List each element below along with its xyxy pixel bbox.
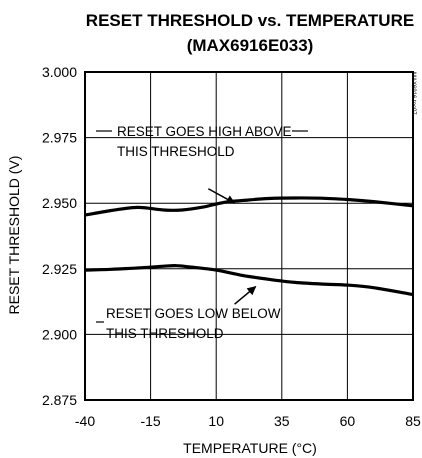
series-line-falling-threshold — [84, 264, 414, 297]
annotation-layer: RESET GOES HIGH ABOVE THIS THRESHOLD RESET… — [96, 124, 308, 341]
y-tick-label: 2.900 — [42, 326, 77, 342]
y-tick-label: 2.950 — [42, 195, 77, 211]
y-tick-label: 3.000 — [42, 64, 77, 80]
x-axis-label: TEMPERATURE (°C) — [183, 440, 317, 456]
annotation-arrow — [234, 286, 257, 305]
y-tick-label: 2.875 — [42, 392, 77, 408]
y-axis-label: RESET THRESHOLD (V) — [6, 156, 22, 315]
x-tick-label: 60 — [340, 413, 356, 429]
annotation-arrow — [207, 188, 236, 204]
series-layer — [84, 196, 414, 297]
x-tick-label: -15 — [140, 413, 160, 429]
y-tick-label: 2.975 — [42, 130, 77, 146]
annotation-text: THIS THRESHOLD — [106, 326, 224, 341]
y-tick-label: 2.925 — [42, 261, 77, 277]
series-line-rising-threshold — [84, 196, 414, 217]
plot-frame — [84, 71, 414, 401]
y-tick-labels: 3.000 2.975 2.950 2.925 2.900 2.875 — [42, 64, 77, 408]
chart-title: RESET THRESHOLD vs. TEMPERATURE — [86, 11, 414, 30]
chart-subtitle: (MAX6916E033) — [187, 36, 314, 55]
annotation-text: RESET GOES HIGH ABOVE — [117, 124, 292, 139]
x-tick-labels: -40 -15 10 35 60 85 — [75, 413, 421, 429]
x-tick-label: 10 — [208, 413, 224, 429]
grid-lines — [85, 72, 413, 400]
x-tick-label: 85 — [405, 413, 421, 429]
x-tick-label: -40 — [75, 413, 95, 429]
annotation-text: THIS THRESHOLD — [117, 144, 235, 159]
x-tick-label: 35 — [274, 413, 290, 429]
annotation-text: RESET GOES LOW BELOW — [106, 306, 281, 321]
